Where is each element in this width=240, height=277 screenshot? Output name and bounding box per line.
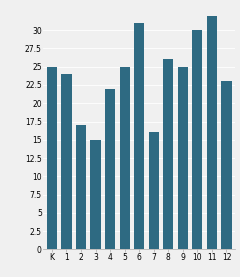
Bar bbox=[149, 132, 159, 249]
Bar bbox=[134, 23, 144, 249]
Bar bbox=[163, 60, 173, 249]
Bar bbox=[207, 16, 217, 249]
Bar bbox=[192, 30, 203, 249]
Bar bbox=[47, 67, 57, 249]
Bar bbox=[178, 67, 188, 249]
Bar bbox=[90, 140, 101, 249]
Bar bbox=[221, 81, 232, 249]
Bar bbox=[76, 125, 86, 249]
Bar bbox=[105, 89, 115, 249]
Bar bbox=[120, 67, 130, 249]
Bar bbox=[61, 74, 72, 249]
